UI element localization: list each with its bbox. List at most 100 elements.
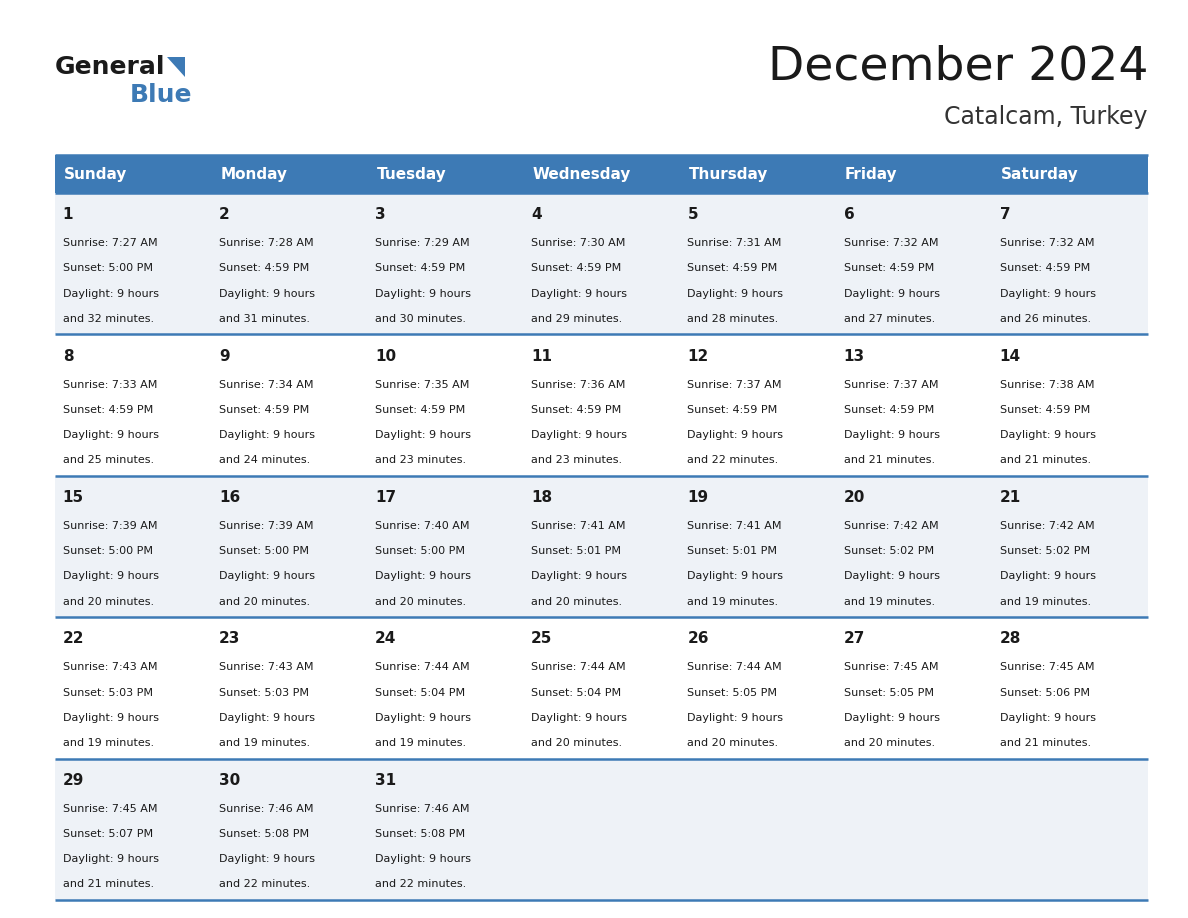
Text: Daylight: 9 hours: Daylight: 9 hours (375, 571, 472, 581)
Text: 9: 9 (219, 349, 229, 364)
Text: 10: 10 (375, 349, 397, 364)
Text: Sunrise: 7:39 AM: Sunrise: 7:39 AM (219, 521, 314, 531)
Text: 25: 25 (531, 632, 552, 646)
Text: and 20 minutes.: and 20 minutes. (531, 738, 623, 748)
Text: Sunrise: 7:43 AM: Sunrise: 7:43 AM (63, 663, 157, 673)
Text: and 28 minutes.: and 28 minutes. (688, 314, 778, 324)
Text: Sunset: 5:08 PM: Sunset: 5:08 PM (375, 829, 466, 839)
Bar (835, 155, 992, 193)
Text: Daylight: 9 hours: Daylight: 9 hours (63, 712, 159, 722)
Text: Sunrise: 7:28 AM: Sunrise: 7:28 AM (219, 239, 314, 248)
Text: 26: 26 (688, 632, 709, 646)
Text: Sunrise: 7:36 AM: Sunrise: 7:36 AM (531, 380, 626, 389)
Text: Sunrise: 7:46 AM: Sunrise: 7:46 AM (375, 804, 469, 814)
Text: Daylight: 9 hours: Daylight: 9 hours (531, 288, 627, 298)
Text: Sunrise: 7:41 AM: Sunrise: 7:41 AM (688, 521, 782, 531)
Text: Sunrise: 7:40 AM: Sunrise: 7:40 AM (375, 521, 469, 531)
Text: Sunrise: 7:45 AM: Sunrise: 7:45 AM (999, 663, 1094, 673)
Text: 27: 27 (843, 632, 865, 646)
Bar (55, 758, 1148, 900)
Text: 8: 8 (63, 349, 74, 364)
Text: Sunrise: 7:42 AM: Sunrise: 7:42 AM (843, 521, 939, 531)
Text: 15: 15 (63, 490, 84, 505)
Text: Sunrise: 7:44 AM: Sunrise: 7:44 AM (531, 663, 626, 673)
Text: Sunrise: 7:32 AM: Sunrise: 7:32 AM (999, 239, 1094, 248)
Text: 20: 20 (843, 490, 865, 505)
Text: Daylight: 9 hours: Daylight: 9 hours (63, 288, 159, 298)
Text: Sunset: 4:59 PM: Sunset: 4:59 PM (999, 263, 1089, 274)
Text: Daylight: 9 hours: Daylight: 9 hours (531, 571, 627, 581)
Text: and 22 minutes.: and 22 minutes. (688, 455, 778, 465)
Text: 31: 31 (375, 773, 397, 788)
Text: 4: 4 (531, 207, 542, 222)
Text: Sunset: 5:01 PM: Sunset: 5:01 PM (531, 546, 621, 556)
Text: Sunset: 5:02 PM: Sunset: 5:02 PM (999, 546, 1089, 556)
Text: Daylight: 9 hours: Daylight: 9 hours (219, 288, 315, 298)
Text: and 19 minutes.: and 19 minutes. (219, 738, 310, 748)
Text: Sunset: 5:08 PM: Sunset: 5:08 PM (219, 829, 309, 839)
Text: Daylight: 9 hours: Daylight: 9 hours (219, 571, 315, 581)
Text: 7: 7 (999, 207, 1010, 222)
Text: Sunset: 4:59 PM: Sunset: 4:59 PM (999, 405, 1089, 415)
Text: Sunset: 4:59 PM: Sunset: 4:59 PM (531, 263, 621, 274)
Text: 28: 28 (999, 632, 1020, 646)
Text: Sunset: 4:59 PM: Sunset: 4:59 PM (688, 405, 778, 415)
Text: Daylight: 9 hours: Daylight: 9 hours (219, 430, 315, 440)
Text: Saturday: Saturday (1001, 166, 1079, 182)
Text: and 26 minutes.: and 26 minutes. (999, 314, 1091, 324)
Text: Sunset: 4:59 PM: Sunset: 4:59 PM (219, 405, 309, 415)
Text: Sunrise: 7:45 AM: Sunrise: 7:45 AM (63, 804, 157, 814)
Bar (680, 155, 835, 193)
Text: Sunrise: 7:42 AM: Sunrise: 7:42 AM (999, 521, 1094, 531)
Text: Sunrise: 7:39 AM: Sunrise: 7:39 AM (63, 521, 157, 531)
Text: and 21 minutes.: and 21 minutes. (63, 879, 154, 890)
Text: and 20 minutes.: and 20 minutes. (688, 738, 778, 748)
Text: and 19 minutes.: and 19 minutes. (999, 597, 1091, 607)
Text: 13: 13 (843, 349, 865, 364)
Text: and 21 minutes.: and 21 minutes. (999, 455, 1091, 465)
Text: and 21 minutes.: and 21 minutes. (843, 455, 935, 465)
Text: and 25 minutes.: and 25 minutes. (63, 455, 154, 465)
Text: Sunday: Sunday (64, 166, 128, 182)
Polygon shape (168, 57, 185, 77)
Text: Tuesday: Tuesday (377, 166, 447, 182)
Text: and 20 minutes.: and 20 minutes. (63, 597, 154, 607)
Text: Daylight: 9 hours: Daylight: 9 hours (219, 854, 315, 864)
Text: Daylight: 9 hours: Daylight: 9 hours (843, 712, 940, 722)
Text: Sunset: 5:06 PM: Sunset: 5:06 PM (999, 688, 1089, 698)
Text: Sunset: 4:59 PM: Sunset: 4:59 PM (843, 405, 934, 415)
Text: Sunset: 5:00 PM: Sunset: 5:00 PM (63, 546, 153, 556)
Bar (55, 617, 1148, 758)
Text: and 19 minutes.: and 19 minutes. (375, 738, 466, 748)
Text: Friday: Friday (845, 166, 898, 182)
Text: Sunrise: 7:33 AM: Sunrise: 7:33 AM (63, 380, 157, 389)
Bar (524, 155, 680, 193)
Text: 22: 22 (63, 632, 84, 646)
Bar (55, 334, 1148, 476)
Text: Daylight: 9 hours: Daylight: 9 hours (999, 288, 1095, 298)
Text: 16: 16 (219, 490, 240, 505)
Text: Sunset: 4:59 PM: Sunset: 4:59 PM (531, 405, 621, 415)
Bar (55, 155, 211, 193)
Text: Sunrise: 7:37 AM: Sunrise: 7:37 AM (688, 380, 782, 389)
Text: Daylight: 9 hours: Daylight: 9 hours (999, 430, 1095, 440)
Bar (992, 155, 1148, 193)
Text: Daylight: 9 hours: Daylight: 9 hours (688, 712, 783, 722)
Text: Sunset: 5:03 PM: Sunset: 5:03 PM (63, 688, 153, 698)
Text: 1: 1 (63, 207, 74, 222)
Text: Sunrise: 7:46 AM: Sunrise: 7:46 AM (219, 804, 314, 814)
Text: 2: 2 (219, 207, 229, 222)
Text: and 23 minutes.: and 23 minutes. (375, 455, 466, 465)
Text: Sunset: 5:01 PM: Sunset: 5:01 PM (688, 546, 777, 556)
Text: 21: 21 (999, 490, 1020, 505)
Text: 6: 6 (843, 207, 854, 222)
Text: Daylight: 9 hours: Daylight: 9 hours (843, 288, 940, 298)
Text: Daylight: 9 hours: Daylight: 9 hours (531, 712, 627, 722)
Text: and 27 minutes.: and 27 minutes. (843, 314, 935, 324)
Text: and 23 minutes.: and 23 minutes. (531, 455, 623, 465)
Text: Sunrise: 7:27 AM: Sunrise: 7:27 AM (63, 239, 158, 248)
Text: Sunset: 4:59 PM: Sunset: 4:59 PM (688, 263, 778, 274)
Text: and 19 minutes.: and 19 minutes. (843, 597, 935, 607)
Text: Sunset: 5:07 PM: Sunset: 5:07 PM (63, 829, 153, 839)
Text: Sunset: 5:00 PM: Sunset: 5:00 PM (63, 263, 153, 274)
